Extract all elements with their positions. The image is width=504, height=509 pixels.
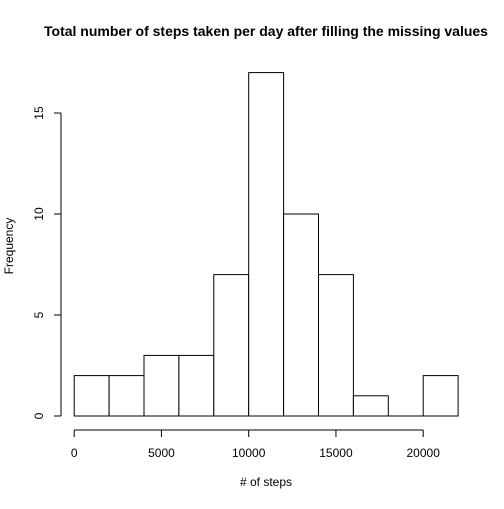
y-axis-label: Frequency [2, 218, 16, 275]
chart-title: Total number of steps taken per day afte… [44, 23, 488, 39]
y-axis: 0 5 10 15 [32, 106, 62, 419]
histogram-bar-4 [213, 274, 250, 417]
histogram-bar-6 [283, 213, 320, 417]
histogram-bar-3 [178, 354, 215, 417]
histogram-bar-7 [318, 274, 354, 417]
x-tick-label: 0 [71, 446, 78, 460]
histogram-bar-5 [248, 72, 285, 417]
histogram-bar-8 [352, 395, 389, 417]
x-axis: 0 5000 10000 15000 20000 [71, 429, 441, 460]
x-axis-label: # of steps [240, 475, 292, 489]
histogram-bar-2 [143, 354, 180, 417]
x-tick-label: 15000 [319, 446, 353, 460]
x-tick-label: 5000 [148, 446, 175, 460]
bars-group [73, 72, 459, 417]
y-tick-label: 0 [32, 412, 46, 419]
histogram-bar-10 [422, 375, 459, 417]
histogram-bar-1 [108, 375, 145, 417]
histogram-bar-0 [73, 375, 110, 417]
y-tick-label: 10 [32, 207, 46, 221]
x-tick-label: 20000 [407, 446, 441, 460]
x-tick-label: 10000 [232, 446, 266, 460]
y-tick-label: 5 [32, 311, 46, 318]
y-tick-label: 15 [32, 106, 46, 120]
